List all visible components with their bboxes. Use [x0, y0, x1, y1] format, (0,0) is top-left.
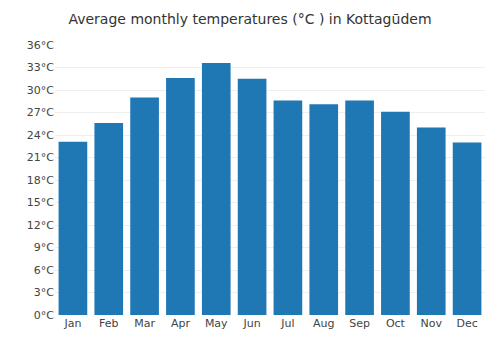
svg-text:12°C: 12°C: [27, 219, 54, 232]
svg-text:Nov: Nov: [421, 317, 443, 330]
svg-text:Feb: Feb: [99, 317, 118, 330]
svg-text:Apr: Apr: [171, 317, 191, 330]
svg-text:May: May: [205, 317, 228, 330]
svg-text:Dec: Dec: [456, 317, 477, 330]
svg-text:Oct: Oct: [386, 317, 406, 330]
svg-text:36°C: 36°C: [27, 39, 54, 52]
svg-text:Aug: Aug: [313, 317, 334, 330]
svg-text:Jun: Jun: [242, 317, 260, 330]
svg-text:Jul: Jul: [280, 317, 294, 330]
svg-text:6°C: 6°C: [34, 264, 54, 277]
svg-text:24°C: 24°C: [27, 129, 54, 142]
svg-text:Sep: Sep: [349, 317, 370, 330]
svg-text:3°C: 3°C: [34, 286, 54, 299]
svg-text:9°C: 9°C: [34, 241, 54, 254]
svg-text:18°C: 18°C: [27, 174, 54, 187]
svg-text:30°C: 30°C: [27, 84, 54, 97]
svg-text:Jan: Jan: [63, 317, 81, 330]
svg-text:0°C: 0°C: [34, 309, 54, 322]
svg-text:15°C: 15°C: [27, 196, 54, 209]
svg-text:27°C: 27°C: [27, 106, 54, 119]
svg-text:33°C: 33°C: [27, 61, 54, 74]
svg-text:Average monthly temperatures (: Average monthly temperatures (°C ) in Ko…: [68, 11, 431, 27]
svg-text:Mar: Mar: [134, 317, 155, 330]
svg-text:21°C: 21°C: [27, 151, 54, 164]
